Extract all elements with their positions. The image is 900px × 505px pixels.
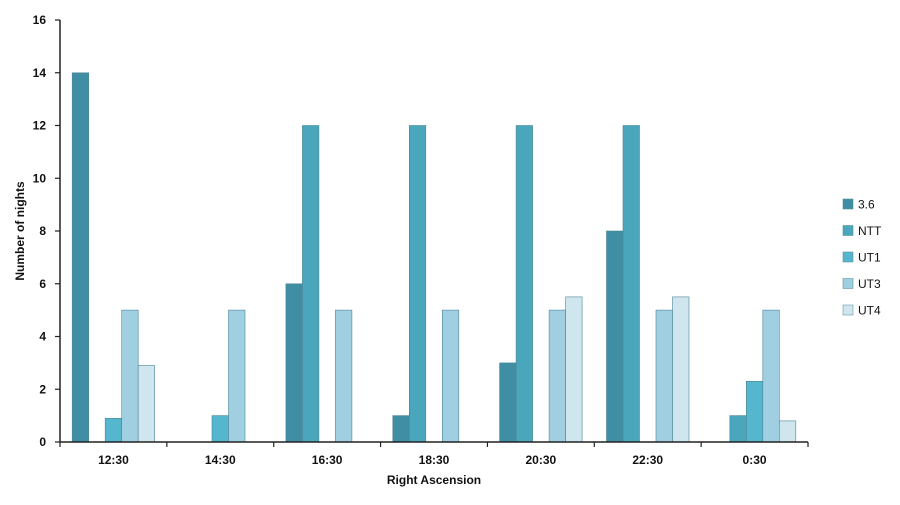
bar-ntt-030	[729, 415, 747, 443]
legend-swatch-ut1	[842, 251, 854, 263]
x-tick-label: 22:30	[632, 453, 663, 467]
bar-ntt-1830	[408, 125, 427, 443]
y-tick-label: 10	[33, 171, 47, 185]
y-tick-label: 14	[33, 66, 47, 80]
bar-36-2230	[606, 230, 624, 443]
legend-label-ntt: NTT	[858, 224, 882, 238]
bar-ut4-2030	[565, 296, 583, 443]
bar-ut3-2230	[655, 309, 673, 443]
bar-ntt-2030	[515, 125, 533, 443]
bar-ut4-2230	[672, 296, 690, 443]
legend-swatch-ntt	[842, 225, 854, 236]
bar-ut1-1430	[211, 415, 229, 443]
y-axis-title: Number of nights	[13, 181, 27, 281]
bar-ut4-030	[778, 420, 797, 443]
bar-ntt-2230	[622, 125, 640, 443]
legend-label-36: 3.6	[858, 198, 875, 212]
bar-36-2030	[499, 362, 517, 443]
bar-ut3-1830	[441, 309, 460, 443]
bar-36-1230	[71, 72, 89, 443]
bar-ut3-1430	[228, 309, 246, 443]
x-tick-label: 16:30	[312, 453, 343, 467]
axes-layer	[59, 20, 808, 443]
legend: 3.6 NTT UT1 UT3 UT4	[842, 198, 882, 318]
bar-36-1830	[392, 415, 410, 443]
y-tick-label: 4	[39, 330, 46, 344]
legend-label-ut3: UT3	[858, 277, 881, 291]
bar-ut3-1230	[121, 309, 139, 443]
x-tick-label: 14:30	[205, 453, 236, 467]
x-tick-label: 18:30	[419, 453, 450, 467]
y-tick-label: 16	[33, 13, 47, 27]
x-tick-label: 20:30	[526, 453, 557, 467]
bar-36-1630	[285, 283, 303, 443]
legend-swatch-36	[842, 198, 854, 210]
y-tick-label: 12	[33, 119, 47, 133]
bar-ntt-1630	[302, 125, 320, 443]
bar-ut3-030	[762, 309, 780, 443]
bar-ut4-1230	[137, 365, 155, 443]
bar-ut3-2030	[548, 309, 566, 443]
bar-ut3-1630	[335, 309, 353, 443]
x-axis-title: Right Ascension	[387, 473, 481, 487]
legend-swatch-ut3	[842, 278, 854, 289]
legend-label-ut1: UT1	[858, 251, 881, 265]
legend-label-ut4: UT4	[858, 304, 881, 318]
y-tick-label: 2	[39, 382, 46, 396]
y-tick-label: 6	[39, 277, 46, 291]
bar-ut1-1230	[104, 417, 122, 443]
ticks-layer: 0 2 4 6 8 10 12 14 16 12:30 14:30 16:30 18:30 20:30 22…	[33, 13, 809, 467]
y-tick-label: 0	[39, 435, 46, 449]
bars-layer	[71, 72, 797, 443]
bar-ut1-030	[745, 380, 764, 443]
legend-swatch-ut4	[842, 304, 854, 316]
x-tick-label: 12:30	[98, 453, 129, 467]
y-tick-label: 8	[39, 224, 46, 238]
x-tick-label: 0:30	[743, 453, 767, 467]
